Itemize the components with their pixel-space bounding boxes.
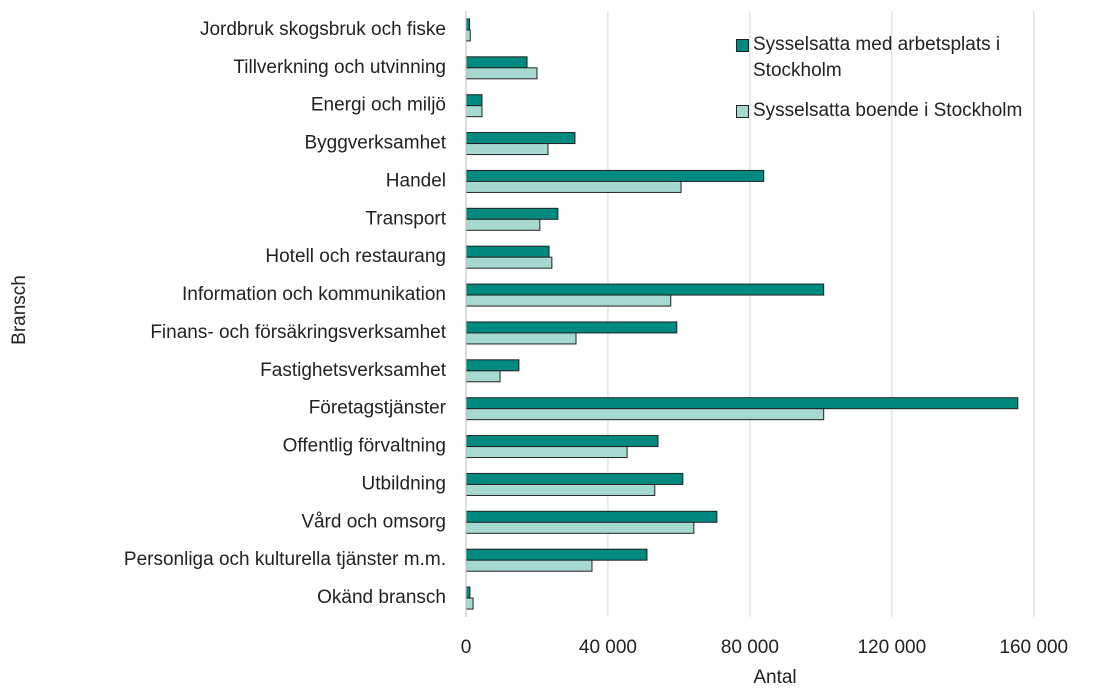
bar	[465, 94, 483, 107]
bar	[465, 397, 1019, 410]
bar	[465, 408, 825, 421]
x-axis-label: Antal	[753, 667, 796, 688]
bar	[465, 548, 648, 561]
legend-item: Sysselsatta boende i Stockholm	[736, 98, 1086, 124]
bar	[465, 435, 659, 448]
bar	[465, 586, 471, 599]
y-tick-label: Vård och omsorg	[301, 511, 446, 532]
y-tick-label: Offentlig förvaltning	[283, 436, 446, 457]
bar	[465, 483, 656, 496]
bar	[465, 472, 684, 485]
y-tick-label: Hotell och restaurang	[265, 246, 446, 267]
bar	[465, 245, 550, 258]
x-tick-label: 40 000	[579, 637, 637, 658]
legend-swatch	[736, 105, 749, 118]
bar	[465, 67, 538, 80]
bar	[465, 180, 682, 193]
x-tick-label: 120 000	[857, 637, 926, 658]
y-tick-label: Transport	[365, 208, 446, 229]
y-tick-label: Information och kommunikation	[182, 284, 446, 305]
bar	[465, 256, 553, 269]
y-tick-label: Energi och miljö	[311, 95, 446, 116]
legend-swatch	[736, 39, 749, 52]
bar	[465, 283, 825, 296]
bar	[465, 29, 471, 42]
bar	[465, 446, 628, 459]
y-tick-label: Fastighetsverksamhet	[260, 360, 447, 381]
y-tick-label: Okänd bransch	[317, 587, 446, 608]
bar	[465, 169, 765, 182]
bar	[465, 294, 672, 307]
y-tick-label: Företagstjänster	[309, 398, 447, 419]
y-tick-label: Handel	[386, 170, 446, 191]
bar	[465, 105, 483, 118]
y-tick-label: Personliga och kulturella tjänster m.m.	[124, 549, 446, 570]
bar	[465, 510, 718, 523]
y-tick-label: Byggverksamhet	[304, 133, 446, 154]
bar	[465, 521, 695, 534]
legend-item: Sysselsatta med arbetsplats i Stockholm	[736, 32, 1086, 84]
bar	[465, 207, 559, 220]
bar	[465, 559, 593, 572]
y-tick-label: Jordbruk skogsbruk och fiske	[200, 19, 446, 40]
x-tick-label: 0	[461, 637, 472, 658]
bar	[465, 132, 576, 145]
legend: Sysselsatta med arbetsplats i Stockholm S…	[736, 32, 1086, 138]
x-tick-label: 160 000	[999, 637, 1068, 658]
bar	[465, 143, 549, 156]
bar	[465, 332, 577, 345]
legend-label: Sysselsatta boende i Stockholm	[753, 100, 1023, 121]
y-tick-label: Finans- och försäkringsverksamhet	[150, 322, 446, 343]
bar	[465, 18, 471, 31]
y-tick-label: Tillverkning och utvinning	[233, 57, 446, 78]
y-tick-label: Utbildning	[362, 473, 447, 494]
bar	[465, 321, 678, 334]
bar	[465, 370, 501, 383]
y-axis-label: Bransch	[9, 275, 30, 345]
bar	[465, 359, 520, 372]
bar	[465, 218, 541, 231]
legend-label: Sysselsatta med arbetsplats i Stockholm	[753, 34, 1001, 81]
x-tick-label: 80 000	[721, 637, 779, 658]
bar	[465, 56, 528, 69]
bar	[465, 597, 474, 610]
